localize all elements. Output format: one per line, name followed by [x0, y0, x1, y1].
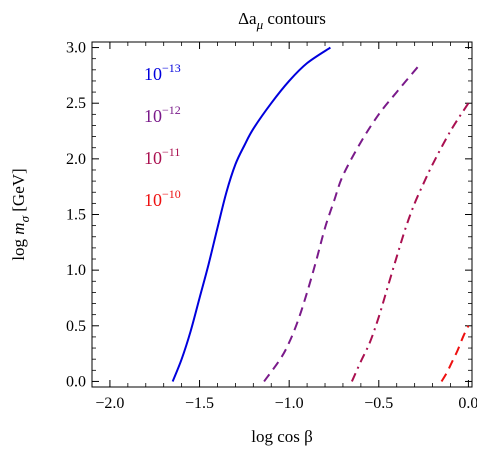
legend-entry-exponent: −10 — [162, 187, 181, 201]
legend-entry-exponent: −13 — [162, 61, 181, 75]
chart-title-subscript: μ — [256, 17, 264, 32]
y-tick-label: 2.0 — [66, 151, 86, 168]
x-tick-label: −0.5 — [364, 395, 393, 412]
chart-title-rest: contours — [263, 9, 326, 28]
y-axis-label-prefix: log — [9, 235, 28, 261]
series-line-2 — [263, 63, 421, 383]
x-tick-labels: −2.0 −1.5 −1.0 −0.5 0.0 — [95, 395, 477, 412]
x-axis-label: log cos β — [251, 427, 313, 446]
x-tick-label: −1.5 — [185, 395, 214, 412]
legend-entry-base: 10 — [144, 190, 162, 210]
legend-entry-base: 10 — [144, 148, 162, 168]
legend-entry-exponent: −11 — [162, 145, 180, 159]
series-line-3 — [350, 102, 470, 382]
chart-title-main: Δa — [238, 9, 257, 28]
y-tick-label: 3.0 — [66, 40, 86, 57]
y-tick-labels: 0.0 0.5 1.0 1.5 2.0 2.5 3.0 — [66, 40, 86, 391]
curves — [171, 46, 470, 383]
y-axis-label-symbol: m — [9, 222, 28, 234]
x-tick-label: 0.0 — [458, 395, 477, 412]
y-tick-label: 1.0 — [66, 262, 86, 279]
y-axis-label: log mσ [GeV] — [9, 168, 32, 260]
axis-ticks — [91, 42, 472, 387]
series-line-4 — [440, 325, 470, 382]
legend-entry-3: 10−11 — [144, 145, 180, 168]
y-axis-label-suffix: [GeV] — [9, 168, 28, 216]
plot-frame — [91, 41, 473, 388]
y-tick-label: 1.5 — [66, 207, 86, 224]
legend-entry-4: 10−10 — [144, 187, 181, 210]
x-tick-label: −1.0 — [275, 395, 304, 412]
legend-entry-base: 10 — [144, 64, 162, 84]
legend-entry-1: 10−13 — [144, 61, 181, 84]
series-line-1 — [171, 46, 331, 382]
chart-title: Δaμ contours — [238, 9, 326, 32]
legend-entry-base: 10 — [144, 106, 162, 126]
legend-entry-exponent: −12 — [162, 103, 181, 117]
y-tick-label: 0.0 — [66, 373, 86, 390]
y-axis-label-subscript: σ — [17, 215, 32, 222]
legend-entry-2: 10−12 — [144, 103, 181, 126]
x-tick-label: −2.0 — [95, 395, 124, 412]
y-tick-label: 0.5 — [66, 318, 86, 335]
y-tick-label: 2.5 — [66, 95, 86, 112]
